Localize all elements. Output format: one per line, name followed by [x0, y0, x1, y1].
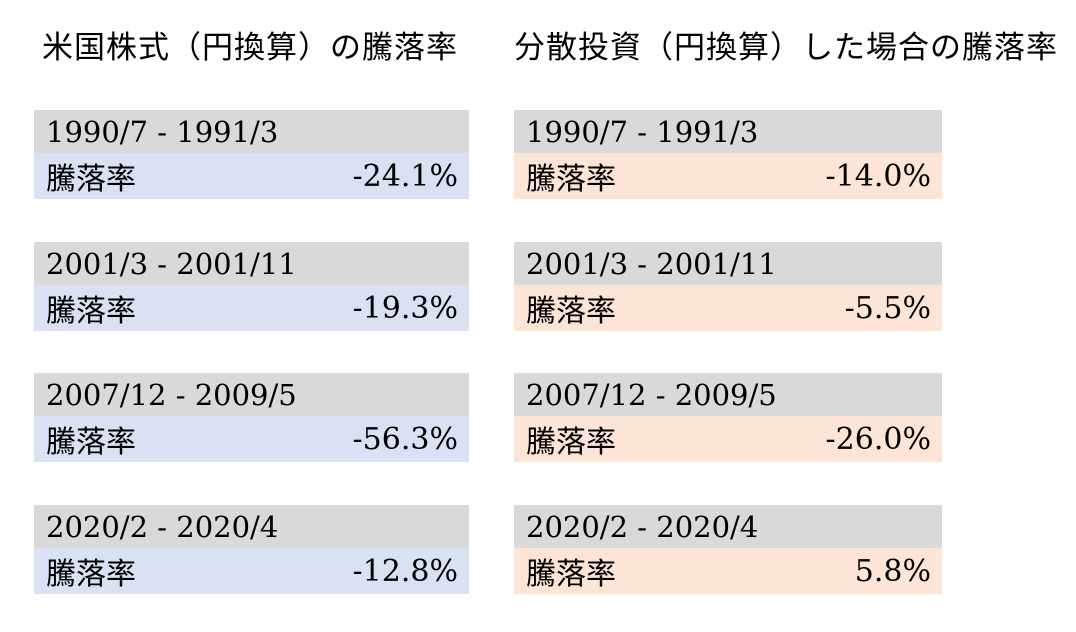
- metric-label: 騰落率: [46, 294, 136, 329]
- metric-row: 騰落率 -56.3%: [34, 416, 469, 462]
- metric-row: 騰落率 -26.0%: [514, 416, 942, 462]
- period-range-text: 2007/12 - 2009/5: [526, 377, 777, 412]
- metric-label: 騰落率: [526, 425, 616, 460]
- metric-value: -26.0%: [825, 421, 931, 457]
- metric-label: 騰落率: [46, 162, 136, 197]
- period-range: 1990/7 - 1991/3: [34, 110, 469, 153]
- diversified-panel-title: 分散投資（円換算）した場合の騰落率: [514, 30, 1058, 66]
- metric-value: -14.0%: [825, 158, 931, 194]
- div-period-block-2001: 2001/3 - 2001/11 騰落率 -5.5%: [514, 242, 942, 331]
- metric-row: 騰落率 5.8%: [514, 548, 942, 594]
- period-range: 2007/12 - 2009/5: [34, 373, 469, 416]
- period-range-text: 2001/3 - 2001/11: [46, 246, 297, 281]
- metric-label: 騰落率: [526, 557, 616, 592]
- us-stocks-panel-title: 米国株式（円換算）の騰落率: [42, 30, 458, 66]
- period-range-text: 1990/7 - 1991/3: [46, 114, 279, 149]
- metric-value: -19.3%: [352, 290, 458, 326]
- us-period-block-2007: 2007/12 - 2009/5 騰落率 -56.3%: [34, 373, 469, 462]
- us-period-block-2020: 2020/2 - 2020/4 騰落率 -12.8%: [34, 505, 469, 594]
- us-stocks-panel: 米国株式（円換算）の騰落率 1990/7 - 1991/3 騰落率 -24.1%…: [34, 0, 469, 632]
- period-range-text: 2020/2 - 2020/4: [526, 509, 759, 544]
- period-range: 1990/7 - 1991/3: [514, 110, 942, 153]
- period-range: 2020/2 - 2020/4: [34, 505, 469, 548]
- period-range: 2020/2 - 2020/4: [514, 505, 942, 548]
- diversified-panel: 分散投資（円換算）した場合の騰落率 1990/7 - 1991/3 騰落率 -1…: [514, 0, 1057, 632]
- us-period-block-1990: 1990/7 - 1991/3 騰落率 -24.1%: [34, 110, 469, 199]
- metric-label: 騰落率: [526, 294, 616, 329]
- period-range-text: 2020/2 - 2020/4: [46, 509, 279, 544]
- period-range-text: 2001/3 - 2001/11: [526, 246, 777, 281]
- period-range: 2001/3 - 2001/11: [34, 242, 469, 285]
- metric-row: 騰落率 -14.0%: [514, 153, 942, 199]
- metric-row: 騰落率 -12.8%: [34, 548, 469, 594]
- metric-value: -12.8%: [352, 553, 458, 589]
- div-period-block-1990: 1990/7 - 1991/3 騰落率 -14.0%: [514, 110, 942, 199]
- div-period-block-2020: 2020/2 - 2020/4 騰落率 5.8%: [514, 505, 942, 594]
- metric-label: 騰落率: [526, 162, 616, 197]
- metric-row: 騰落率 -5.5%: [514, 285, 942, 331]
- metric-row: 騰落率 -19.3%: [34, 285, 469, 331]
- metric-row: 騰落率 -24.1%: [34, 153, 469, 199]
- metric-value: -5.5%: [844, 290, 931, 326]
- metric-label: 騰落率: [46, 557, 136, 592]
- period-range-text: 1990/7 - 1991/3: [526, 114, 759, 149]
- metric-value: -24.1%: [352, 158, 458, 194]
- metric-label: 騰落率: [46, 425, 136, 460]
- us-period-block-2001: 2001/3 - 2001/11 騰落率 -19.3%: [34, 242, 469, 331]
- metric-value: 5.8%: [854, 553, 931, 589]
- metric-value: -56.3%: [352, 421, 458, 457]
- div-period-block-2007: 2007/12 - 2009/5 騰落率 -26.0%: [514, 373, 942, 462]
- period-range-text: 2007/12 - 2009/5: [46, 377, 297, 412]
- period-range: 2001/3 - 2001/11: [514, 242, 942, 285]
- period-range: 2007/12 - 2009/5: [514, 373, 942, 416]
